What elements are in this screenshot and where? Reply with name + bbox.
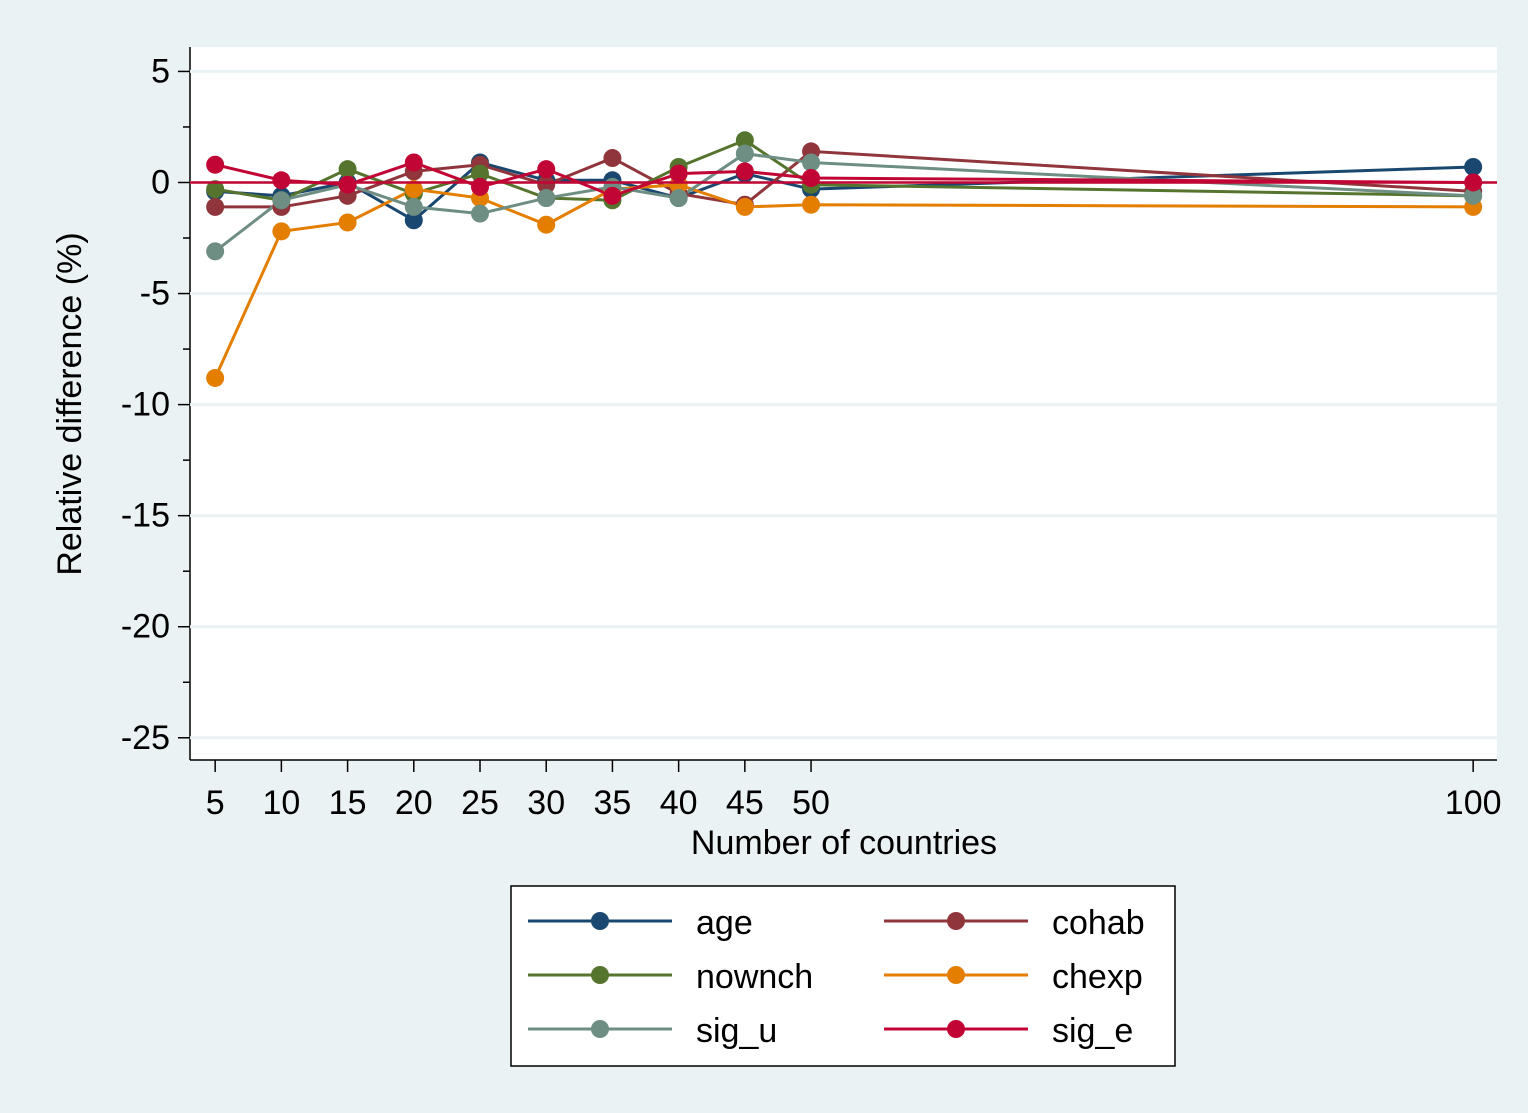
data-point: [537, 215, 556, 234]
x-tick-label: 15: [329, 784, 367, 822]
x-axis-title: Number of countries: [691, 824, 997, 862]
data-point: [537, 160, 556, 179]
data-point: [338, 213, 357, 232]
data-point: [206, 155, 225, 174]
y-tick-label: 0: [151, 163, 170, 201]
legend-marker: [947, 966, 965, 984]
y-tick-label: -10: [121, 386, 170, 424]
x-tick-label: 35: [594, 784, 632, 822]
legend-marker: [947, 912, 965, 930]
x-tick-label: 100: [1445, 784, 1502, 822]
x-tick-label: 40: [660, 784, 698, 822]
data-point: [735, 131, 754, 150]
y-tick-label: 5: [151, 52, 170, 90]
data-point: [272, 171, 291, 190]
data-point: [669, 164, 688, 183]
data-point: [669, 189, 688, 208]
data-point: [1464, 186, 1483, 205]
legend-label: chexp: [1052, 958, 1143, 996]
data-point: [272, 222, 291, 241]
legend-label: sig_u: [696, 1012, 777, 1050]
data-point: [1464, 157, 1483, 176]
data-point: [603, 149, 622, 168]
x-tick-label: 45: [726, 784, 764, 822]
x-tick-label: 25: [461, 784, 499, 822]
data-point: [338, 160, 357, 179]
data-point: [471, 164, 490, 183]
data-point: [338, 175, 357, 194]
data-point: [802, 169, 821, 188]
data-point: [404, 180, 423, 199]
x-tick-label: 10: [262, 784, 300, 822]
data-point: [735, 144, 754, 163]
data-point: [206, 368, 225, 387]
data-point: [206, 197, 225, 216]
data-point: [537, 175, 556, 194]
x-tick-label: 5: [206, 784, 225, 822]
legend-marker: [591, 1020, 609, 1038]
data-point: [471, 204, 490, 223]
x-tick-label: 20: [395, 784, 433, 822]
legend-label: sig_e: [1052, 1012, 1133, 1050]
data-point: [735, 197, 754, 216]
legend-label: cohab: [1052, 904, 1145, 942]
data-point: [471, 177, 490, 196]
y-tick-label: -15: [121, 497, 170, 535]
x-tick-label: 50: [792, 784, 830, 822]
y-tick-label: -20: [121, 608, 170, 646]
data-point: [603, 186, 622, 205]
legend-label: nownch: [696, 958, 813, 996]
y-tick-label: -5: [140, 275, 170, 313]
data-point: [537, 189, 556, 208]
legend-marker: [591, 912, 609, 930]
data-point: [272, 191, 291, 210]
data-point: [206, 242, 225, 261]
y-tick-label: -25: [121, 719, 170, 757]
data-point: [802, 195, 821, 214]
legend-marker: [591, 966, 609, 984]
data-point: [206, 180, 225, 199]
data-point: [802, 153, 821, 172]
data-point: [735, 162, 754, 181]
x-tick-label: 30: [527, 784, 565, 822]
data-point: [404, 197, 423, 216]
legend-marker: [947, 1020, 965, 1038]
y-axis-title: Relative difference (%): [51, 232, 89, 575]
legend-label: age: [696, 904, 753, 942]
data-point: [404, 211, 423, 230]
data-point: [404, 153, 423, 172]
